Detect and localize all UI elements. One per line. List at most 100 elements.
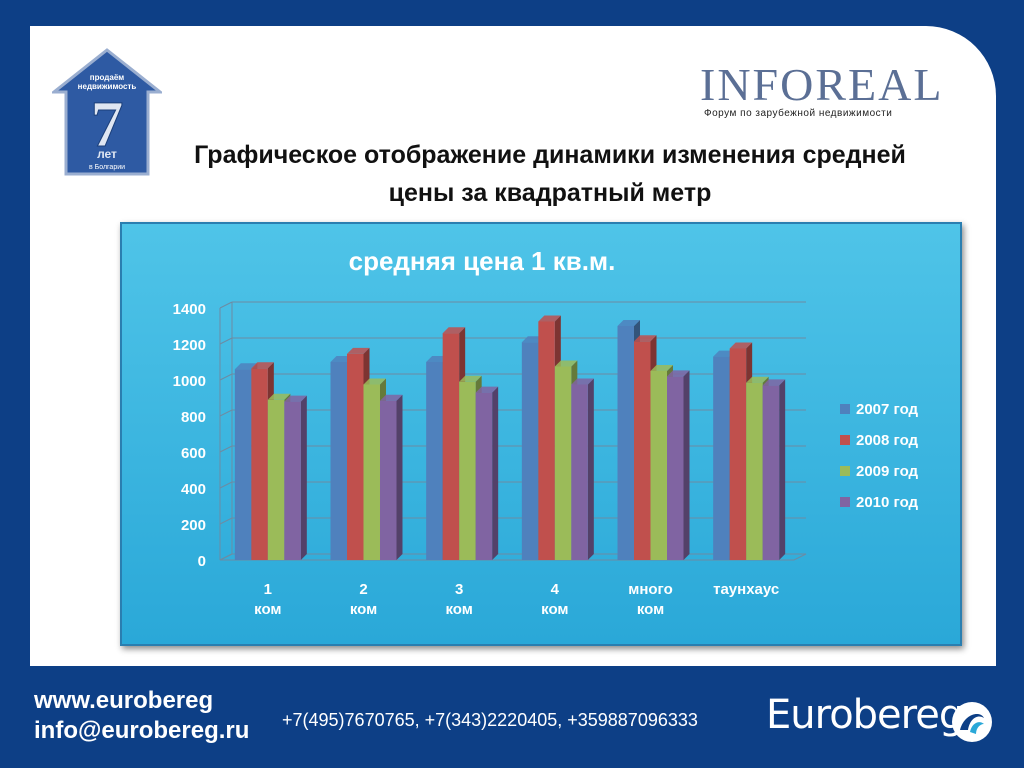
bar	[521, 342, 539, 560]
badge-line1: продаём	[90, 73, 124, 82]
bar	[538, 321, 555, 560]
legend-label: 2007 год	[856, 401, 919, 418]
bar	[746, 382, 763, 560]
bar	[267, 399, 285, 560]
eurobereg-wave-icon	[952, 702, 992, 742]
bar-top	[650, 365, 673, 371]
bar-top	[746, 376, 769, 383]
bar	[554, 366, 572, 560]
bar-top	[459, 375, 482, 382]
x-tick-label: 4	[551, 581, 560, 598]
footer-phones: +7(495)7670765, +7(343)2220405, +3598870…	[282, 710, 698, 730]
gridline-diagonal	[219, 409, 233, 417]
bar	[380, 400, 397, 560]
legend-label: 2008 год	[856, 432, 919, 449]
x-tick-label: таунхаус	[713, 581, 779, 598]
bar	[650, 371, 667, 560]
bar-top	[538, 315, 561, 322]
x-tick-label: ком	[350, 601, 377, 618]
bar-top	[667, 370, 690, 377]
bar-top	[571, 378, 594, 385]
x-tick-label: 3	[455, 581, 463, 598]
legend-label: 2010 год	[856, 494, 919, 511]
y-tick-label: 1400	[173, 301, 206, 318]
y-tick-label: 600	[181, 445, 206, 462]
bar-top	[380, 394, 403, 401]
bar	[347, 353, 364, 560]
bar	[729, 348, 747, 560]
bar-side	[587, 378, 594, 560]
bar-top	[729, 342, 753, 349]
badge-line2: недвижимость	[78, 82, 137, 91]
bar-side	[683, 370, 690, 560]
bar	[713, 356, 730, 560]
legend-swatch	[840, 435, 850, 445]
bar-side	[396, 394, 403, 560]
slide-title: Графическое отображение динамики изменен…	[194, 141, 906, 207]
bar	[617, 326, 634, 560]
y-tick-label: 1200	[173, 337, 206, 354]
bar-top	[251, 362, 274, 369]
bar	[571, 384, 588, 560]
x-tick-label: ком	[541, 601, 568, 618]
brand-name: INFOREAL	[700, 59, 944, 110]
chart-panel: средняя цена 1 кв.м. 0 200 400 600 800 1000 12…	[120, 222, 962, 646]
bar	[442, 333, 460, 560]
x-axis-floor	[219, 553, 807, 561]
bar-top	[762, 379, 786, 386]
legend-swatch	[840, 404, 850, 414]
bar	[330, 362, 347, 560]
bar	[426, 362, 443, 560]
gridline-diagonal	[219, 481, 233, 489]
x-tick-label: ком	[637, 601, 664, 618]
footer-contacts: www.eurobereg info@eurobereg.ru	[34, 686, 249, 746]
gridline-diagonal	[219, 517, 233, 525]
bar-top	[634, 335, 657, 342]
chart-title: средняя цена 1 кв.м.	[348, 246, 616, 276]
bar-side	[779, 379, 786, 560]
y-tick-label: 400	[181, 481, 206, 498]
bar-side	[300, 395, 307, 560]
x-tick-label: ком	[254, 601, 281, 618]
gridline-diagonal	[219, 373, 233, 381]
y-tick-label: 800	[181, 409, 206, 426]
bar-top	[267, 393, 291, 400]
bar	[762, 385, 780, 560]
badge-number: 7	[91, 88, 124, 161]
inforeal-logo: INFOREAL Форум по зарубежной недвижимост…	[700, 58, 944, 128]
eurobereg-logo: Eurobereg	[766, 692, 964, 738]
bar	[459, 381, 476, 560]
legend-label: 2009 год	[856, 463, 919, 480]
bar-top	[475, 386, 499, 393]
bar-top	[284, 395, 307, 402]
gridline-diagonal	[219, 301, 233, 309]
house-badge-logo: продаём недвижимость 7 лет в Болгарии	[52, 48, 162, 176]
x-tick-label: ком	[445, 601, 472, 618]
bar-chart: 0 200 400 600 800 1000 1200 1400 1 ком 2 ком 3 ком 4 ко…	[173, 301, 919, 618]
bar	[234, 369, 252, 560]
footer-email[interactable]: info@eurobereg.ru	[34, 717, 250, 744]
x-tick-label: 2	[359, 581, 367, 598]
badge-country: в Болгарии	[89, 164, 125, 171]
legend-swatch	[840, 497, 850, 507]
legend-swatch	[840, 466, 850, 476]
gridline-diagonal	[219, 337, 233, 345]
y-tick-label: 0	[198, 553, 206, 570]
badge-years: лет	[97, 147, 117, 161]
gridline-diagonal	[219, 445, 233, 453]
bar-top	[234, 363, 258, 370]
bar	[667, 376, 684, 560]
footer-website[interactable]: www.eurobereg	[34, 687, 214, 714]
y-tick-label: 200	[181, 517, 206, 534]
bar	[363, 384, 380, 560]
bar-top	[363, 378, 386, 385]
bar-top	[442, 327, 466, 334]
brand-tagline: Форум по зарубежной недвижимости	[704, 108, 893, 119]
bar	[284, 401, 301, 560]
x-tick-label: 1	[264, 581, 272, 598]
bar-top	[347, 347, 370, 354]
x-tick-label: много	[628, 581, 673, 598]
bar-side	[492, 386, 499, 560]
bar	[251, 368, 268, 560]
bar-top	[554, 360, 578, 367]
